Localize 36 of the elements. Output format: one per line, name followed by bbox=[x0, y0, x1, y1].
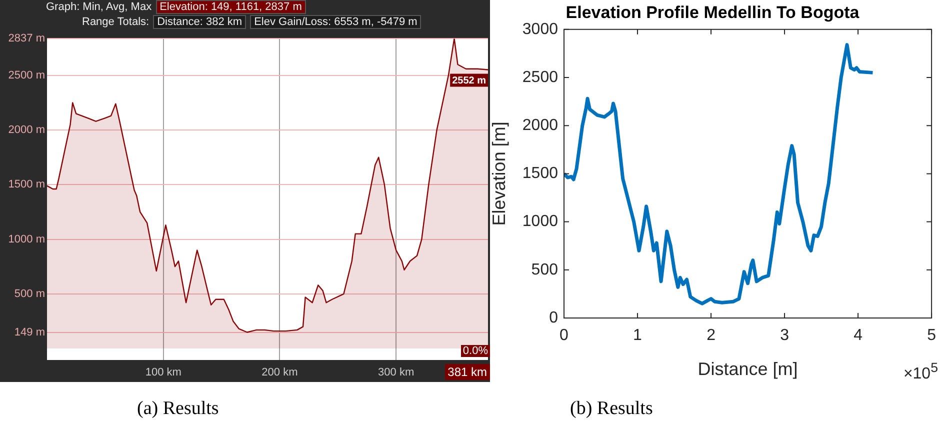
y-tick-label: 2000 bbox=[522, 117, 558, 134]
y-tick-label: 149 m bbox=[14, 326, 45, 338]
text: Elevation: 149, 1161, 2837 m bbox=[156, 0, 306, 14]
y-tick-label: 1000 bbox=[522, 213, 558, 230]
x-tick-label: 100 km bbox=[145, 366, 182, 379]
text: Elev Gain/Loss: 6553 m, -5479 m bbox=[250, 15, 422, 29]
y-tick-label: 0 bbox=[549, 309, 558, 326]
y-tick-label: 500 m bbox=[14, 288, 45, 300]
x-tick-label: 1 bbox=[633, 327, 642, 344]
y-axis-title: Elevation [m] bbox=[488, 122, 509, 226]
text: Graph: Min, Avg, Max bbox=[46, 1, 152, 13]
y-tick-label: 2000 m bbox=[8, 124, 45, 136]
y-tick-label: 1500 bbox=[522, 165, 558, 182]
x-tick-label: 2 bbox=[706, 327, 716, 344]
text: 381 km bbox=[444, 364, 490, 380]
annotation: 0.0% bbox=[460, 345, 490, 357]
chart-title: Elevation Profile Medellin To Bogota bbox=[566, 2, 860, 22]
y-tick-label: 1500 m bbox=[8, 178, 45, 191]
x-axis-title: Distance [m] bbox=[698, 359, 798, 380]
text: (a) Results bbox=[137, 398, 219, 420]
y-tick-label: 2500 m bbox=[8, 69, 45, 82]
y-tick-label: 1000 m bbox=[8, 233, 45, 246]
x-tick-label: 200 km bbox=[262, 366, 298, 379]
text: Range Totals: bbox=[82, 16, 150, 28]
x-tick-label: 3 bbox=[780, 327, 790, 344]
text: Distance: 382 km bbox=[153, 15, 246, 29]
annotation: 2552 m bbox=[452, 75, 486, 86]
x-tick-label: 5 bbox=[927, 327, 936, 344]
x-tick-label: 300 km bbox=[378, 366, 414, 379]
text: (b) Results bbox=[570, 398, 653, 420]
text: ×10$^{5}$ bbox=[903, 360, 938, 384]
x-tick-label: 4 bbox=[854, 327, 863, 344]
y-tick-label: 500 bbox=[531, 261, 558, 278]
y-tick-label: 3000 bbox=[522, 20, 558, 38]
y-tick-label: 2500 bbox=[522, 68, 558, 86]
y-tick-label: 2837 m bbox=[8, 32, 45, 45]
